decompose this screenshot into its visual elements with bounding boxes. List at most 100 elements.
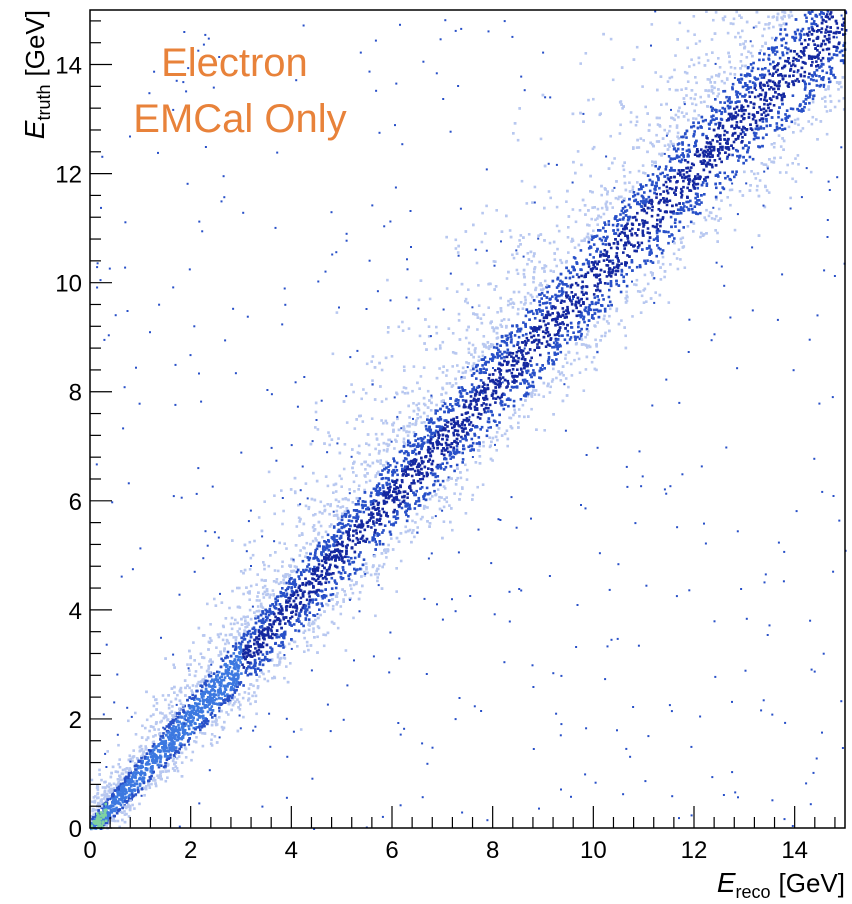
heatmap-cell [453,451,456,454]
heatmap-cell [202,695,205,698]
heatmap-cell [673,237,676,240]
heatmap-cell [352,480,356,484]
heatmap-cell [788,114,791,118]
heatmap-cell [780,44,784,47]
heatmap-cell [620,224,623,227]
heatmap-cell [200,689,203,693]
heatmap-cell [260,605,263,608]
heatmap-cell [717,92,721,96]
heatmap-cell [234,645,238,648]
heatmap-cell [692,121,695,124]
heatmap-cell [478,444,482,448]
heatmap-cell [249,702,252,706]
heatmap-cell [632,195,635,198]
heatmap-cell [201,690,205,694]
heatmap-cell [300,532,304,535]
heatmap-cell [456,401,460,405]
heatmap-cell [416,479,420,483]
heatmap-cell [546,283,549,287]
heatmap-cell [558,334,561,338]
heatmap-cell [807,54,811,58]
heatmap-cell [242,715,245,719]
heatmap-cell [210,678,214,681]
heatmap-cell [635,115,639,119]
heatmap-cell [213,685,217,688]
heatmap-cell [229,622,233,626]
heatmap-cell [651,173,655,176]
heatmap-cell [708,151,712,154]
heatmap-cell [485,346,488,349]
heatmap-cell [713,86,716,90]
heatmap-cell [764,109,768,113]
heatmap-cell [842,17,845,21]
heatmap-cell [473,405,477,409]
heatmap-cell [381,469,384,472]
heatmap-cell [381,477,385,480]
heatmap-cell [445,374,448,377]
heatmap-cell [533,373,536,377]
heatmap-cell [711,138,714,142]
heatmap-cell [276,653,280,656]
heatmap-cell [767,191,771,194]
heatmap-cell [241,652,245,656]
heatmap-cell [420,421,424,424]
heatmap-cell [550,307,554,310]
heatmap-cell [253,664,257,668]
heatmap-cell [638,264,642,267]
heatmap-cell [708,159,712,162]
heatmap-cell [516,368,519,371]
heatmap-cell [529,331,532,335]
heatmap-cell [428,297,432,301]
heatmap-cell [475,403,478,406]
heatmap-cell [596,217,599,220]
heatmap-cell [434,409,437,412]
heatmap-cell [685,200,688,204]
heatmap-cell [454,399,457,403]
heatmap-cell [385,491,389,494]
heatmap-cell [233,695,236,699]
heatmap-cell [452,431,455,435]
heatmap-cell [616,242,620,246]
heatmap-cell [752,106,756,109]
heatmap-cell [696,202,699,206]
heatmap-cell [314,548,317,552]
heatmap-cell [364,475,367,478]
heatmap-cell [770,109,773,112]
heatmap-cell [194,696,197,699]
heatmap-cell [438,367,441,370]
heatmap-cell [271,636,274,640]
heatmap-cell [828,65,831,69]
heatmap-cell [568,271,572,275]
heatmap-cell [714,134,718,138]
heatmap-cell [357,510,360,513]
heatmap-cell [196,712,200,716]
heatmap-cell [406,492,409,496]
heatmap-cell [166,735,170,739]
heatmap-cell [705,184,709,187]
heatmap-cell [726,31,730,35]
heatmap-cell [518,415,521,418]
heatmap-cell [396,486,400,490]
heatmap-cell [363,488,366,492]
heatmap-cell [616,263,619,266]
heatmap-cell [129,783,133,786]
heatmap-cell [706,59,710,62]
heatmap-cell [115,795,119,799]
heatmap-cell [202,714,205,718]
heatmap-cell [538,283,541,287]
heatmap-cell [285,547,288,550]
heatmap-cell [789,69,792,72]
heatmap-cell [604,243,608,246]
heatmap-cell [585,258,588,262]
heatmap-cell [689,97,693,100]
heatmap-cell [190,697,194,700]
heatmap-cell [812,20,816,23]
heatmap-cell [464,336,468,340]
heatmap-cell [761,120,765,123]
heatmap-cell [784,81,788,84]
heatmap-cell [418,451,421,454]
heatmap-cell [469,421,473,424]
heatmap-cell [754,119,758,123]
heatmap-cell [546,290,549,294]
heatmap-cell [661,152,664,156]
